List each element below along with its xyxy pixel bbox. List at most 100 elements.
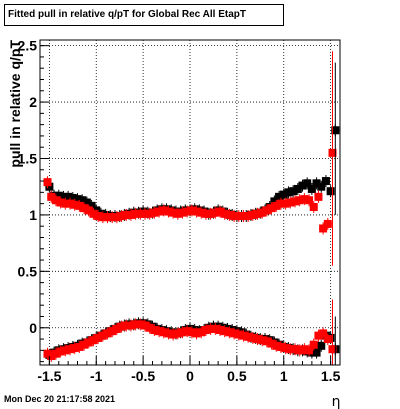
data-point <box>187 328 196 337</box>
data-point <box>164 329 173 338</box>
data-point <box>267 204 276 213</box>
data-point <box>201 209 210 218</box>
data-point <box>108 327 117 336</box>
data-point <box>70 200 79 209</box>
axis-layer: -1.5 -1 -0.5 0 0.5 1 1.5 0 0.5 1 1.5 2 2.5 <box>18 38 341 384</box>
data-point <box>117 212 126 221</box>
data-point <box>244 332 253 341</box>
y-tick-label: 0.5 <box>18 263 38 279</box>
data-point <box>319 224 328 233</box>
data-point <box>141 321 149 330</box>
data-point <box>303 179 312 188</box>
data-point <box>145 323 154 332</box>
data-point <box>201 326 210 335</box>
data-point <box>82 198 91 207</box>
data-point <box>312 348 321 357</box>
data-point <box>87 201 96 210</box>
data-point <box>84 338 93 347</box>
x-axis-label: η <box>332 394 341 409</box>
data-point <box>293 184 302 193</box>
data-point <box>192 329 201 338</box>
y-tick-label: 1 <box>29 207 37 223</box>
data-point <box>206 209 215 218</box>
data-point <box>122 321 131 330</box>
data-point <box>248 210 257 219</box>
data-point <box>272 341 281 350</box>
chart-title: Fitted pull in relative q/pT for Global … <box>4 4 284 26</box>
data-point <box>239 331 248 340</box>
data-point <box>225 210 234 219</box>
data-point <box>56 347 65 356</box>
data-point <box>59 192 68 201</box>
data-point <box>178 328 187 337</box>
data-point <box>75 201 84 210</box>
data-point <box>75 342 84 351</box>
data-point <box>78 196 87 205</box>
data-point <box>295 346 304 355</box>
data-point <box>307 184 316 193</box>
data-point <box>314 192 323 201</box>
data-point <box>326 187 335 196</box>
data-point <box>159 328 168 337</box>
data-point <box>281 344 290 353</box>
data-point <box>47 351 56 360</box>
data-point <box>279 190 288 199</box>
data-point <box>169 330 178 339</box>
data-point <box>258 208 267 217</box>
data-point <box>291 345 299 354</box>
data-point <box>51 349 60 358</box>
data-point <box>270 197 279 206</box>
data-point <box>73 195 82 204</box>
data-point <box>216 326 224 335</box>
data-point <box>239 212 248 221</box>
data-point <box>155 207 164 216</box>
data-point <box>300 195 309 204</box>
data-point <box>323 335 332 344</box>
data-point <box>305 196 314 205</box>
data-point <box>262 206 271 215</box>
data-point <box>68 193 77 202</box>
data-point <box>286 345 295 354</box>
data-point <box>56 198 65 207</box>
data-point <box>80 204 89 213</box>
data-point <box>126 321 135 330</box>
data-point <box>192 207 201 216</box>
data-point <box>211 324 220 333</box>
data-point <box>253 209 262 218</box>
data-point <box>54 191 63 200</box>
data-point <box>136 209 145 218</box>
data-point <box>89 209 98 218</box>
data-point <box>61 346 70 355</box>
data-point <box>323 219 332 228</box>
data-point <box>108 213 117 222</box>
data-point <box>305 346 314 355</box>
series-group <box>43 146 337 235</box>
y-tick-label: 1.5 <box>18 150 38 166</box>
data-point <box>267 339 276 348</box>
data-point <box>183 207 192 216</box>
data-point <box>317 341 326 350</box>
data-point <box>94 333 103 342</box>
data-point <box>272 201 281 210</box>
data-point <box>220 327 229 336</box>
data-point <box>155 327 164 336</box>
data-point <box>45 182 54 191</box>
y-tick-label: 0 <box>29 320 37 336</box>
y-tick-label: 2.5 <box>18 38 38 54</box>
data-point <box>230 212 239 221</box>
data-point <box>291 197 299 206</box>
data-point <box>317 182 326 191</box>
data-point <box>178 208 187 217</box>
data-point <box>51 196 60 205</box>
data-point <box>262 337 271 346</box>
data-point <box>150 208 159 217</box>
data-point <box>206 324 215 333</box>
data-point <box>43 178 52 187</box>
marks-layer <box>43 51 340 365</box>
data-point <box>103 213 112 222</box>
data-point <box>145 209 154 218</box>
data-point <box>275 192 284 201</box>
x-tick-label: -1.5 <box>37 368 61 384</box>
x-tick-label: 0 <box>186 368 194 384</box>
data-point <box>117 322 126 331</box>
